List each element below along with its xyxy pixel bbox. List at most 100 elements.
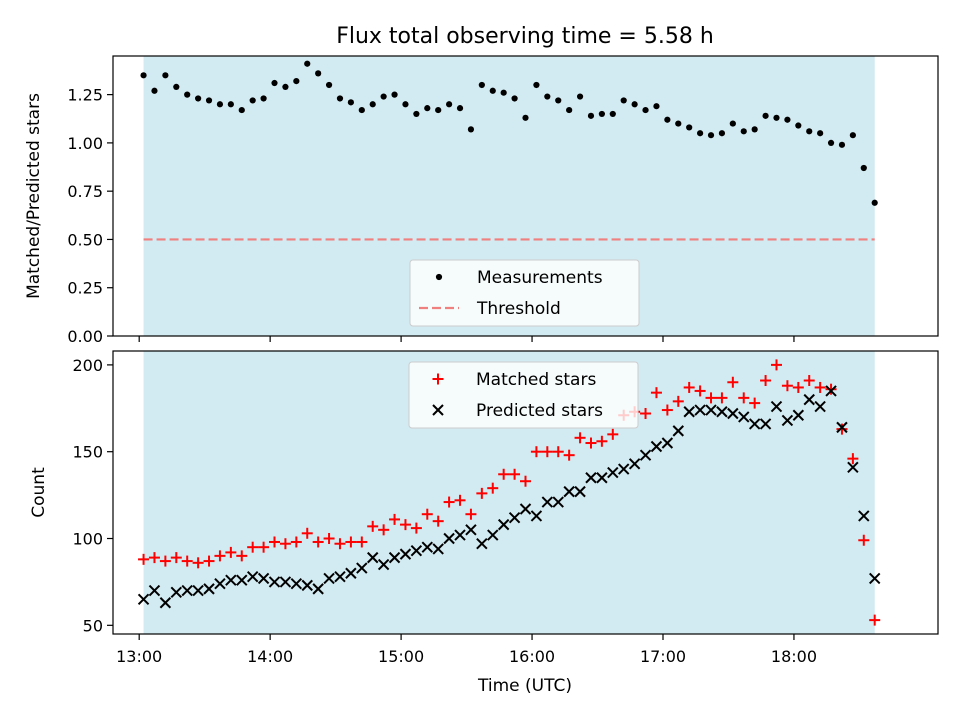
- measurement-point: [784, 116, 791, 123]
- matched-stars-point: [279, 538, 291, 550]
- marker-stroke: [847, 461, 859, 474]
- measurement-point: [522, 114, 529, 121]
- matched-stars-point: [487, 482, 499, 494]
- marker-stroke: [552, 496, 564, 508]
- measurement-point: [325, 81, 333, 89]
- predicted-stars-point: [748, 418, 761, 430]
- measurement-point: [773, 114, 780, 121]
- matched-stars-point: [247, 541, 259, 553]
- legend-label: Matched stars: [476, 370, 596, 390]
- measurement-point: [664, 116, 671, 123]
- matched-stars-point: [465, 508, 477, 520]
- marker-stroke: [465, 524, 477, 536]
- predicted-stars-point: [563, 485, 575, 498]
- measurement-point: [740, 128, 747, 135]
- marker-stroke: [508, 511, 521, 524]
- matched-stars-point: [541, 446, 553, 458]
- matched-stars-point: [323, 533, 335, 545]
- matched-stars-point: [138, 553, 150, 565]
- series-matched-stars: [138, 359, 881, 626]
- matched-stars-point: [574, 432, 586, 444]
- predicted-stars-point: [268, 576, 281, 588]
- measurement-point: [456, 105, 464, 112]
- marker-stroke: [825, 385, 837, 397]
- legend-label: Predicted stars: [476, 401, 603, 421]
- marker-stroke: [203, 583, 215, 595]
- measurement-point: [686, 124, 693, 131]
- matched-stars-point: [869, 614, 881, 626]
- measurement-point: [271, 79, 278, 87]
- marker-stroke: [170, 586, 183, 599]
- marker-stroke: [868, 572, 881, 585]
- top-panel-ratio: 0.00 0.25 0.50 0.75 1.00 1.25 Matched/Predicte…: [24, 55, 939, 346]
- measurement-point: [533, 81, 540, 89]
- matched-stars-point: [443, 496, 455, 508]
- matched-stars-point: [585, 437, 597, 449]
- matched-stars-point: [290, 536, 302, 548]
- x-tick-label: 18:00: [771, 647, 817, 666]
- y-tick-label: 1.25: [67, 86, 103, 105]
- measurement-point: [315, 70, 322, 77]
- legend-label: Threshold: [476, 299, 561, 319]
- predicted-stars-point: [858, 510, 870, 522]
- marker-stroke: [738, 411, 750, 423]
- measurement-point: [227, 101, 234, 108]
- series-predicted-stars: [137, 385, 881, 609]
- marker-stroke: [192, 584, 204, 597]
- measurement-point: [500, 89, 507, 96]
- matched-stars-point: [389, 513, 401, 525]
- matched-stars-point: [607, 428, 619, 440]
- marker-stroke: [585, 472, 597, 484]
- marker-stroke: [334, 570, 346, 583]
- matched-stars-point: [312, 536, 324, 548]
- measurement-point: [718, 130, 726, 137]
- predicted-stars-point: [465, 524, 477, 536]
- predicted-stars-point: [399, 548, 412, 560]
- predicted-stars-point: [345, 567, 357, 579]
- marker-stroke: [236, 574, 248, 586]
- marker-stroke: [672, 425, 684, 437]
- matched-stars-point: [858, 534, 870, 546]
- matched-stars-point: [334, 538, 346, 550]
- measurement-point: [762, 112, 769, 119]
- measurement-point: [838, 141, 846, 148]
- measurement-point: [238, 106, 245, 114]
- measurement-point: [216, 101, 224, 108]
- predicted-stars-point: [607, 466, 619, 479]
- marker-stroke: [792, 409, 805, 421]
- y-tick-label: 0.25: [67, 279, 103, 298]
- matched-stars-point: [814, 381, 826, 393]
- marker-stroke: [432, 543, 444, 555]
- marker-stroke: [257, 572, 270, 585]
- measurement-point: [184, 91, 191, 98]
- matched-stars-point: [356, 536, 368, 548]
- predicted-stars-point: [541, 496, 554, 508]
- matched-stars-point: [410, 522, 422, 534]
- measurement-point: [205, 97, 213, 104]
- legend: Matched stars Predicted stars: [408, 361, 639, 429]
- matched-stars-point: [148, 552, 160, 564]
- predicted-stars-point: [170, 586, 183, 599]
- measurement-point: [827, 139, 835, 146]
- measurement-point: [489, 87, 496, 94]
- legend-item: Measurements: [435, 268, 603, 288]
- marker-stroke: [388, 551, 401, 564]
- measurement-point: [609, 110, 616, 118]
- marker-stroke: [421, 541, 433, 553]
- matched-stars-point: [421, 508, 433, 520]
- predicted-stars-point: [781, 414, 794, 427]
- predicted-stars-point: [650, 440, 663, 453]
- predicted-stars-point: [432, 543, 444, 555]
- matched-stars-point: [650, 387, 662, 399]
- predicted-stars-point: [759, 418, 772, 430]
- predicted-stars-point: [181, 584, 193, 597]
- predicted-stars-point: [225, 574, 237, 586]
- measurement-point: [555, 97, 562, 104]
- measurement-point: [511, 95, 518, 102]
- predicted-stars-point: [618, 463, 630, 475]
- marker-stroke: [716, 406, 728, 418]
- legend-box: [408, 361, 639, 429]
- predicted-stars-point: [301, 579, 313, 592]
- matched-stars-point: [192, 557, 204, 569]
- predicted-stars-point: [367, 551, 379, 564]
